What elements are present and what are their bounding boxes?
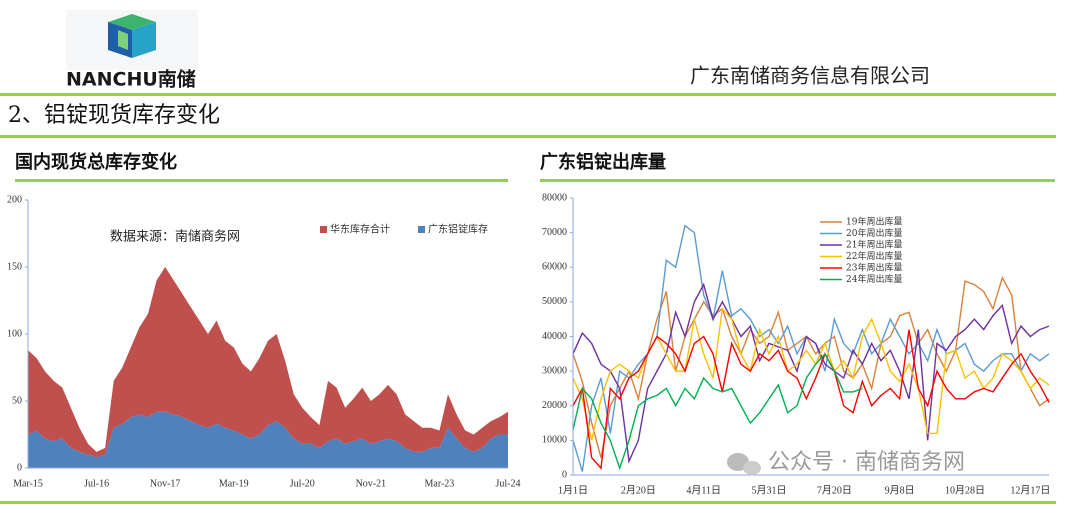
logo-text: NANCHU南储 — [66, 68, 196, 91]
x-tick-label: 1月1日 — [558, 484, 588, 496]
y-tick-label: 70000 — [542, 227, 567, 238]
y-tick-label: 10000 — [542, 435, 567, 446]
y-tick-label: 80000 — [542, 192, 567, 203]
area — [28, 267, 508, 458]
y-tick-label: 60000 — [542, 262, 567, 273]
legend-label: 21年周出库量 — [846, 239, 902, 251]
legend-label: 19年周出库量 — [846, 216, 902, 228]
watermark-text: 公众号 · 南储商务网 — [768, 450, 965, 475]
logo-mark — [66, 10, 198, 70]
legend-swatch — [418, 226, 425, 233]
y-tick-label: 30000 — [542, 365, 567, 376]
x-tick-label: 10月28日 — [945, 484, 985, 496]
divider — [15, 179, 508, 182]
divider — [0, 135, 1056, 138]
x-tick-label: Mar-15 — [13, 478, 43, 489]
section-title: 2、铝锭现货库存变化 — [8, 103, 220, 128]
line — [572, 275, 1050, 458]
x-tick-label: Jul-24 — [496, 478, 521, 489]
line — [572, 352, 863, 471]
chart-title: 广东铝锭出库量 — [540, 151, 666, 173]
x-tick-label: 12月17日 — [1010, 484, 1050, 496]
y-tick-label: 50000 — [542, 296, 567, 307]
y-tick-label: 100 — [7, 328, 22, 339]
annotation: 数据来源：南储商务网 — [110, 229, 240, 245]
x-tick-label: 7月20日 — [817, 484, 852, 496]
x-tick-label: Mar-23 — [425, 478, 455, 489]
chart-title: 国内现货总库存变化 — [15, 151, 177, 173]
area — [28, 411, 508, 468]
line — [572, 307, 1050, 441]
y-tick-label: 150 — [7, 261, 22, 272]
x-tick-label: Mar-19 — [219, 478, 249, 489]
x-tick-label: Jul-16 — [84, 478, 109, 489]
legend-label: 20年周出库量 — [846, 227, 902, 239]
y-tick-label: 40000 — [542, 331, 567, 342]
x-tick-label: 2月20日 — [621, 484, 656, 496]
watermark: 公众号 · 南储商务网 — [727, 450, 965, 475]
x-tick-label: Jul-20 — [290, 478, 315, 489]
legend-label: 22年周出库量 — [846, 250, 902, 262]
y-tick-label: 50 — [12, 395, 22, 406]
legend-label: 广东铝锭库存 — [428, 223, 488, 236]
y-tick-label: 200 — [7, 194, 22, 205]
y-tick-label: 20000 — [542, 400, 567, 411]
line — [572, 282, 1050, 464]
divider — [0, 93, 1056, 96]
x-tick-label: 9月8日 — [885, 484, 915, 496]
line — [572, 329, 1050, 470]
line — [572, 224, 1050, 472]
x-tick-label: Nov-17 — [150, 478, 181, 489]
divider — [0, 501, 1056, 504]
y-tick-label: 0 — [562, 469, 567, 480]
y-tick-label: 0 — [17, 462, 22, 473]
x-tick-label: Nov-21 — [356, 478, 387, 489]
divider — [540, 179, 1055, 182]
legend-swatch — [320, 226, 327, 233]
legend-label: 24年周出库量 — [846, 273, 902, 285]
company-name: 广东南储商务信息有限公司 — [690, 64, 930, 88]
x-tick-label: 4月11日 — [686, 484, 721, 496]
legend-label: 华东库存合计 — [330, 223, 390, 236]
legend-label: 23年周出库量 — [846, 262, 902, 274]
x-tick-label: 5月31日 — [752, 484, 787, 496]
